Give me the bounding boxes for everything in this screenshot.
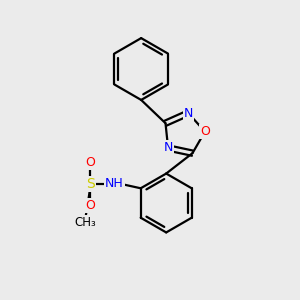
Text: S: S xyxy=(86,177,94,191)
Text: O: O xyxy=(85,156,95,169)
Text: CH₃: CH₃ xyxy=(75,216,97,229)
Text: N: N xyxy=(184,106,193,120)
Text: O: O xyxy=(200,125,210,138)
Text: N: N xyxy=(164,142,173,154)
Text: O: O xyxy=(85,199,95,212)
Text: NH: NH xyxy=(105,177,124,190)
